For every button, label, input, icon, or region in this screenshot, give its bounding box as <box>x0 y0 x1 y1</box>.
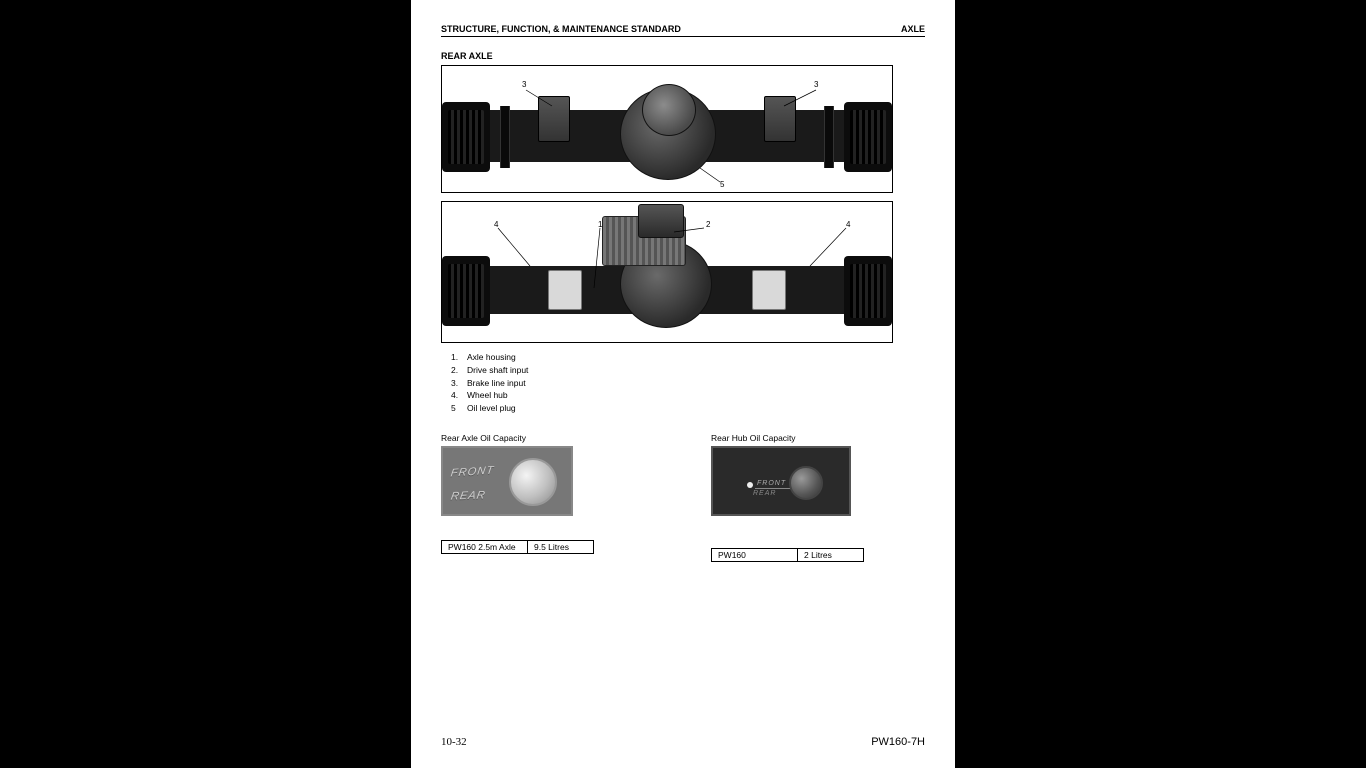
callout-5: 5 <box>720 180 724 189</box>
etch-rear: REAR <box>753 490 776 497</box>
cap-title: Rear Axle Oil Capacity <box>441 433 621 443</box>
legend-item: 5Oil level plug <box>451 402 925 415</box>
model-code: PW160-7H <box>871 736 925 748</box>
legend-item: 3.Brake line input <box>451 377 925 390</box>
callout-lines-bot <box>442 202 894 344</box>
page-header: STRUCTURE, FUNCTION, & MAINTENANCE STAND… <box>441 24 925 37</box>
model-cell: PW160 2.5m Axle <box>442 540 528 553</box>
diagram-rear-axle-front: 4 1 2 4 <box>441 201 893 343</box>
capacity-table-axle: PW160 2.5m Axle 9.5 Litres <box>441 540 594 554</box>
etch-rear: REAR <box>450 489 487 502</box>
header-left: STRUCTURE, FUNCTION, & MAINTENANCE STAND… <box>441 24 681 34</box>
page-footer: 10-32 PW160-7H <box>441 736 925 748</box>
legend-item: 1.Axle housing <box>451 351 925 364</box>
legend-item: 4.Wheel hub <box>451 389 925 402</box>
callout-3b: 3 <box>814 80 818 89</box>
capacity-table-hub: PW160 2 Litres <box>711 548 864 562</box>
capacity-plate-hub: FRONT REAR <box>711 446 851 516</box>
oil-plug <box>789 466 823 500</box>
capacity-plate-axle: FRONT REAR <box>441 446 573 516</box>
etch-front: FRONT <box>450 464 495 479</box>
callout-4a: 4 <box>494 220 498 229</box>
page-number: 10-32 <box>441 736 467 748</box>
table-row: PW160 2.5m Axle 9.5 Litres <box>442 540 594 553</box>
rear-hub-capacity: Rear Hub Oil Capacity FRONT REAR PW160 2… <box>711 433 891 562</box>
callout-1: 1 <box>598 220 602 229</box>
oil-capacity-row: Rear Axle Oil Capacity FRONT REAR PW160 … <box>441 433 925 562</box>
header-right: AXLE <box>901 24 925 34</box>
value-cell: 9.5 Litres <box>528 540 594 553</box>
section-title: REAR AXLE <box>441 51 925 61</box>
model-cell: PW160 <box>712 548 798 561</box>
value-cell: 2 Litres <box>798 548 864 561</box>
callout-3a: 3 <box>522 80 526 89</box>
diagram-rear-axle-top: 3 3 5 <box>441 65 893 193</box>
indicator-dot <box>747 482 753 488</box>
cap-title: Rear Hub Oil Capacity <box>711 433 891 443</box>
legend-item: 2.Drive shaft input <box>451 364 925 377</box>
manual-page: STRUCTURE, FUNCTION, & MAINTENANCE STAND… <box>411 0 955 768</box>
callout-4b: 4 <box>846 220 850 229</box>
table-row: PW160 2 Litres <box>712 548 864 561</box>
indicator-line <box>755 488 793 489</box>
etch-front: FRONT <box>757 480 786 487</box>
rear-axle-capacity: Rear Axle Oil Capacity FRONT REAR PW160 … <box>441 433 621 562</box>
parts-legend: 1.Axle housing 2.Drive shaft input 3.Bra… <box>451 351 925 415</box>
callout-2: 2 <box>706 220 710 229</box>
oil-plug <box>509 458 557 506</box>
callout-lines-top <box>442 66 894 194</box>
